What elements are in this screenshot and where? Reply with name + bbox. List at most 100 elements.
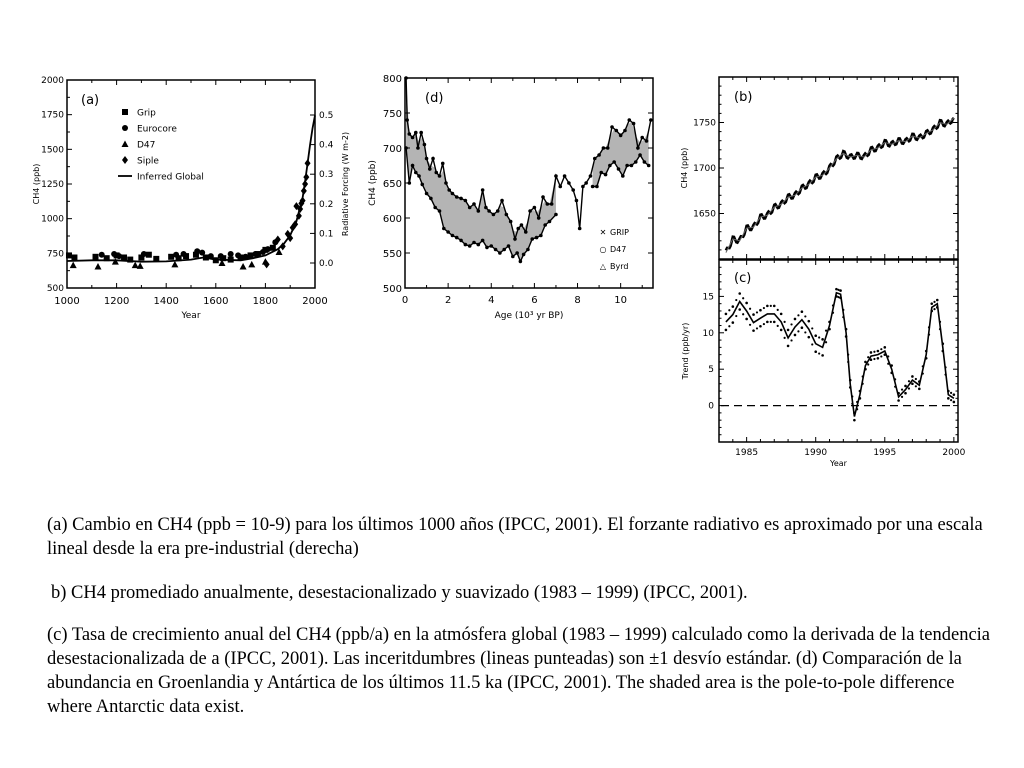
uncertainty-dot [904, 391, 907, 395]
x-tick-label: 1600 [203, 296, 228, 307]
x-tick-label: 1200 [104, 296, 129, 307]
data-point [511, 254, 515, 259]
uncertainty-dot [769, 320, 772, 323]
uncertainty-dot [797, 314, 800, 317]
legend-label: GRIP [610, 228, 629, 237]
series-greenland [404, 76, 653, 242]
data-point [410, 135, 415, 140]
uncertainty-dot [824, 329, 828, 332]
uncertainty-dot [947, 397, 950, 400]
legend-label: Grip [137, 109, 156, 119]
y2-tick-label: 0.2 [319, 200, 333, 210]
uncertainty-lower [724, 295, 956, 422]
uncertainty-dot [900, 395, 904, 398]
y-axis-label: CH4 (ppb) [368, 160, 378, 206]
data-point [500, 198, 504, 203]
data-point [562, 174, 567, 178]
uncertainty-dot [807, 335, 811, 339]
data-point [513, 237, 517, 241]
uncertainty-dot [911, 375, 914, 378]
data-point [590, 184, 595, 189]
uncertainty-dot [818, 352, 821, 355]
uncertainty-dot [779, 328, 783, 332]
chart-d: 500 550 600 650 700 750 800 0 2 4 6 8 10 Age (10³ yr … [368, 74, 654, 321]
uncertainty-dot [783, 336, 786, 339]
uncertainty-dot [790, 323, 793, 326]
data-point [459, 238, 463, 243]
data-point [444, 181, 448, 185]
data-point [633, 160, 638, 164]
data-point-circle [111, 251, 118, 258]
y2-tick-label: 0.1 [319, 229, 333, 239]
uncertainty-dot [873, 350, 876, 353]
data-point [588, 174, 593, 178]
legend: Grip Eurocore D47 Siple Inferred Global [118, 109, 204, 183]
legend-label: D47 [137, 141, 155, 151]
data-point-square [103, 255, 110, 262]
uncertainty-dot [821, 354, 824, 357]
panel-label: (d) [425, 91, 443, 106]
data-point [404, 146, 408, 150]
data-point [581, 184, 585, 189]
data-point [454, 195, 459, 199]
uncertainty-dot [759, 308, 762, 312]
data-point [489, 244, 494, 248]
legend-marker: ✕ [600, 228, 607, 237]
data-point [467, 205, 472, 210]
data-point [610, 125, 614, 129]
data-point [616, 167, 621, 171]
y2-tick-label: 0.0 [319, 259, 334, 269]
data-point [463, 198, 468, 203]
uncertainty-dot [766, 304, 769, 308]
uncertainty-dot [724, 328, 728, 332]
x-tick-label: 2 [445, 295, 451, 306]
uncertainty-dot [804, 315, 807, 318]
uncertainty-dot [735, 298, 738, 302]
caption-a: (a) Cambio en CH4 (ppb = 10-9) para los … [47, 515, 983, 559]
data-point [625, 163, 629, 168]
data-point [433, 205, 437, 210]
data-point [571, 188, 576, 192]
data-point [429, 196, 433, 201]
data-point [530, 237, 535, 241]
data-point-square [168, 253, 175, 260]
uncertainty-dot [755, 311, 759, 314]
data-point [599, 170, 604, 175]
data-point-square [175, 255, 182, 262]
data-point [434, 170, 439, 175]
panel-label: (b) [734, 90, 752, 105]
series-line [66, 115, 316, 263]
uncertainty-dot [735, 314, 738, 318]
data-point [521, 252, 526, 257]
data-point [420, 182, 425, 187]
y-tick-label: 600 [383, 214, 402, 225]
uncertainty-dot [869, 351, 873, 354]
uncertainty-dot [786, 344, 790, 348]
data-point [405, 118, 409, 122]
caption-c-d: (c) Tasa de crecimiento anual del CH4 (p… [47, 625, 991, 717]
data-point [646, 163, 651, 168]
data-point [574, 198, 579, 203]
data-point [629, 163, 634, 168]
x-tick-label: 1985 [735, 448, 758, 458]
data-point [631, 121, 636, 126]
data-point [543, 223, 547, 227]
shaded-difference-area [406, 78, 556, 262]
uncertainty-dot [800, 326, 804, 330]
data-point-square [121, 254, 128, 261]
data-point [508, 219, 513, 224]
data-point-square [122, 109, 128, 115]
uncertainty-dot [949, 399, 953, 402]
legend-label: D47 [610, 245, 626, 254]
uncertainty-dot [814, 334, 818, 338]
y-tick-label: 700 [383, 144, 402, 155]
uncertainty-dot [800, 310, 804, 313]
y-tick-label: 1700 [693, 164, 716, 174]
uncertainty-dot [880, 348, 883, 351]
y-tick-label: 10 [703, 329, 715, 339]
uncertainty-dot [818, 336, 821, 339]
data-point-square [220, 255, 227, 262]
y-tick-label: 1750 [693, 119, 716, 129]
series-trend-line [725, 117, 955, 253]
